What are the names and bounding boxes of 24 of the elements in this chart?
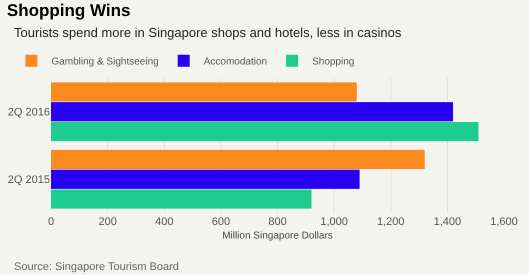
x-tick-label: 0 — [48, 216, 54, 228]
legend-label: Shopping — [312, 56, 354, 68]
chart-subtitle: Tourists spend more in Singapore shops and hotels, less in casinos — [14, 25, 402, 40]
bar — [51, 82, 357, 102]
legend-label: Gambling & Sightseeing — [51, 56, 159, 68]
x-tick-label: 200 — [98, 216, 117, 228]
chart-title: Shopping Wins — [6, 1, 130, 20]
x-tick-label: 1,000 — [320, 216, 348, 228]
x-tick-label: 1,400 — [434, 216, 462, 228]
x-tick-label: 1,600 — [490, 216, 518, 228]
bar — [51, 170, 360, 189]
x-tick-label: 400 — [155, 216, 174, 228]
bar — [51, 122, 479, 142]
x-tick-label: 800 — [268, 216, 287, 228]
x-tick-label: 1,200 — [376, 216, 405, 228]
y-tick-label: 2Q 2015 — [8, 174, 50, 186]
bar — [51, 150, 425, 170]
legend-label: Accomodation — [204, 56, 268, 68]
x-tick-label: 600 — [212, 216, 230, 228]
source-note: Source: Singapore Tourism Board — [14, 261, 179, 273]
bar — [51, 189, 312, 209]
y-tick-label: 2Q 2016 — [8, 106, 50, 119]
bar — [51, 102, 454, 122]
x-axis-title: Million Singapore Dollars — [222, 230, 333, 242]
